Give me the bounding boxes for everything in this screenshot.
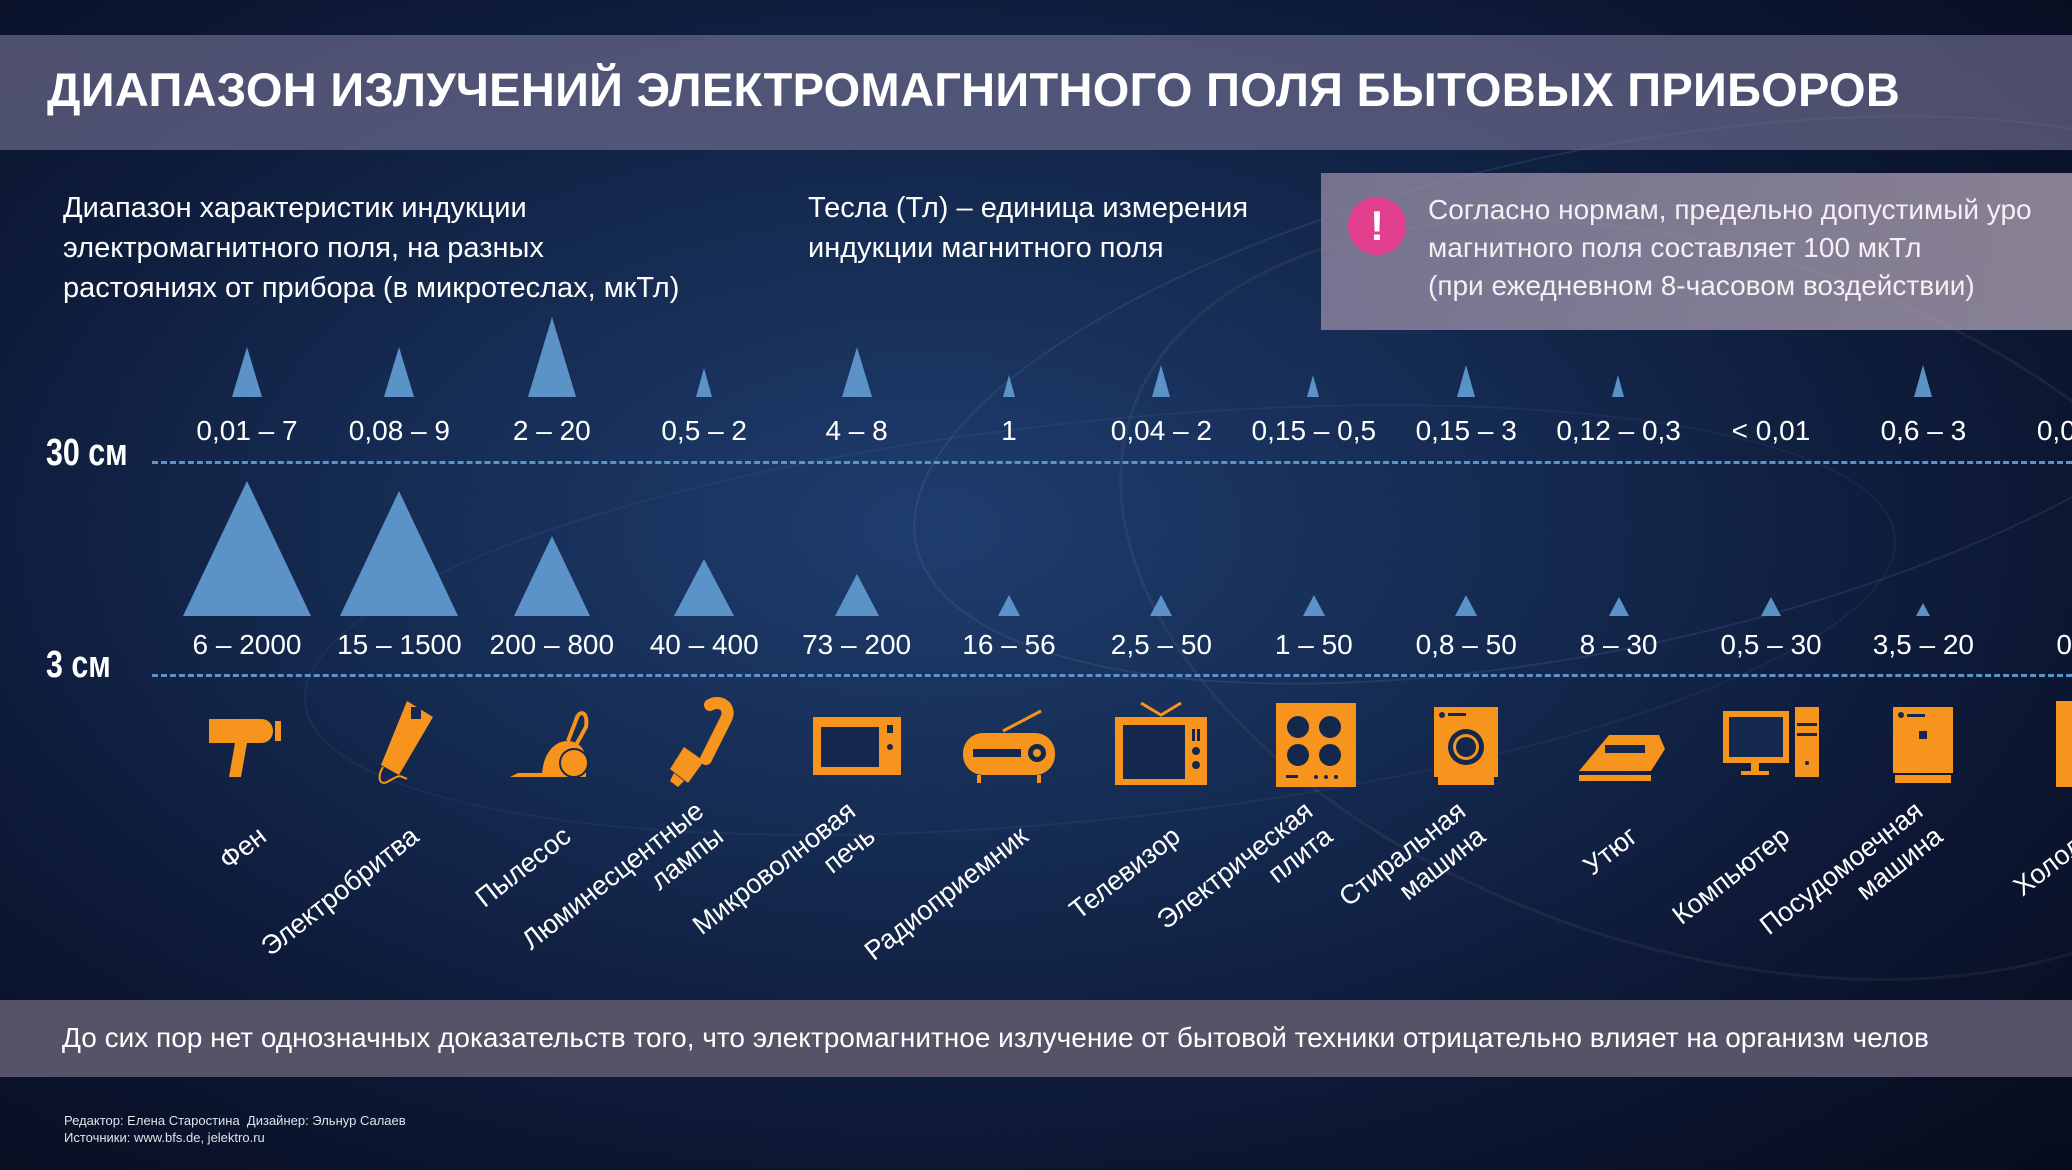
washing-machine-icon [1416, 697, 1516, 797]
value-3cm: 2,5 – 50 [1110, 629, 1212, 660]
triangle-30cm [527, 317, 576, 397]
value-3cm: 16 – 56 [962, 629, 1056, 660]
credits: Редактор: Елена Старостина Дизайнер: Эль… [64, 1113, 406, 1145]
triangle-30cm [1612, 375, 1625, 397]
alert-text: Согласно нормам, предельно допустимый ур… [1428, 194, 2032, 301]
device-label: Электрическая плита [1151, 795, 1339, 936]
device-label: Радиоприемник [858, 820, 1034, 967]
triangle-3cm [998, 595, 1020, 616]
device-label: Фен [213, 820, 272, 876]
subtitle-tesla-definition: Тесла (Тл) – единица измерения индукции … [808, 192, 1249, 264]
value-3cm: 200 – 800 [489, 629, 615, 660]
value-3cm: 1 – 50 [1274, 629, 1353, 660]
value-30cm: 0,5 – 2 [661, 415, 747, 446]
electric-stove-icon [1264, 697, 1364, 797]
iron-icon [1569, 697, 1669, 797]
page-title: ДИАПАЗОН ИЗЛУЧЕНИЙ ЭЛЕКТРОМАГНИТНОГО ПОЛ… [47, 63, 1901, 116]
device-label: Стиральная машина [1333, 795, 1491, 913]
dishwasher-icon [1873, 697, 1973, 797]
triangle-3cm [1761, 597, 1781, 616]
tv-icon [1111, 697, 1211, 797]
value-3cm: 6 – 2000 [192, 629, 302, 660]
value-30cm: 2 – 20 [512, 415, 591, 446]
triangle-30cm [384, 347, 415, 397]
value-30cm: 0,15 – 3 [1415, 415, 1517, 446]
value-3cm: 0,8 – 50 [1415, 629, 1517, 660]
bottom-note: До сих пор нет однозначных доказательств… [62, 1022, 1929, 1053]
triangle-3cm [1455, 595, 1478, 616]
triangle-30cm [232, 347, 262, 397]
triangle-3cm [1608, 597, 1629, 616]
triangle-3cm [339, 491, 458, 616]
value-3cm: 40 – 400 [649, 629, 759, 660]
triangle-30cm [1913, 365, 1932, 397]
electric-shaver-icon [349, 697, 449, 797]
hair-dryer-icon [197, 697, 297, 797]
value-3cm: 3,5 – 20 [1872, 629, 1974, 660]
triangle-30cm [695, 368, 712, 397]
bottom-note-band [0, 1000, 2072, 1077]
title-band [0, 35, 2072, 150]
dashed-line-3cm [152, 674, 2072, 677]
row-label-3cm: 3 см [46, 644, 111, 686]
value-3cm: 0,5 – 30 [1720, 629, 1822, 660]
triangle-30cm [1307, 375, 1320, 397]
value-30cm: 0,12 – 0,3 [1556, 415, 1681, 446]
device-label: Электробритва [254, 820, 424, 962]
value-30cm: < 0,01 [1731, 415, 1811, 446]
value-3cm: 8 – 30 [1579, 629, 1658, 660]
triangle-3cm [834, 574, 879, 616]
norm-alert-box: ! Согласно нормам, предельно допустимый … [1321, 173, 2072, 330]
exclamation-icon: ! [1348, 197, 1406, 255]
triangle-3cm [1150, 595, 1173, 616]
triangle-30cm [1151, 365, 1170, 397]
device-label: Посудомоечная машина [1753, 795, 1948, 941]
value-30cm: 0,6 – 3 [1880, 415, 1967, 446]
device-label: Утюг [1577, 820, 1643, 881]
triangle-3cm [674, 559, 735, 616]
triangle-3cm [1302, 595, 1325, 616]
device-label: Люминесцентные лампы [515, 795, 729, 956]
value-30cm: 0,01 – [2036, 415, 2072, 446]
value-30cm: 1 [1001, 415, 1017, 446]
triangle-3cm [183, 481, 311, 616]
triangle-30cm [1002, 375, 1015, 397]
triangle-3cm [1916, 603, 1931, 616]
value-30cm: 0,15 – 0,5 [1251, 415, 1377, 446]
fluorescent-lamp-icon [654, 697, 754, 797]
dashed-line-30cm [152, 461, 2072, 464]
fridge-icon [2026, 697, 2072, 797]
device-label: Микроволновая печь [687, 795, 881, 941]
triangle-30cm [1456, 365, 1475, 397]
device-label: Холоди [2008, 820, 2072, 902]
triangle-3cm [513, 536, 590, 616]
value-30cm: 0,04 – 2 [1110, 415, 1212, 446]
radio-icon [959, 697, 1059, 797]
subtitle-description: Диапазон характеристик индукции электром… [63, 192, 680, 304]
vacuum-cleaner-icon [502, 697, 602, 797]
value-3cm: 15 – 1500 [337, 629, 462, 660]
microwave-icon [807, 697, 907, 797]
row-label-30cm: 30 см [46, 432, 128, 474]
triangle-30cm [841, 347, 872, 397]
value-3cm: 0,5 [2056, 629, 2072, 660]
value-30cm: 4 – 8 [825, 415, 888, 446]
value-30cm: 0,01 – 7 [196, 415, 298, 446]
value-30cm: 0,08 – 9 [348, 415, 450, 446]
value-3cm: 73 – 200 [802, 629, 912, 660]
computer-icon [1721, 697, 1821, 797]
